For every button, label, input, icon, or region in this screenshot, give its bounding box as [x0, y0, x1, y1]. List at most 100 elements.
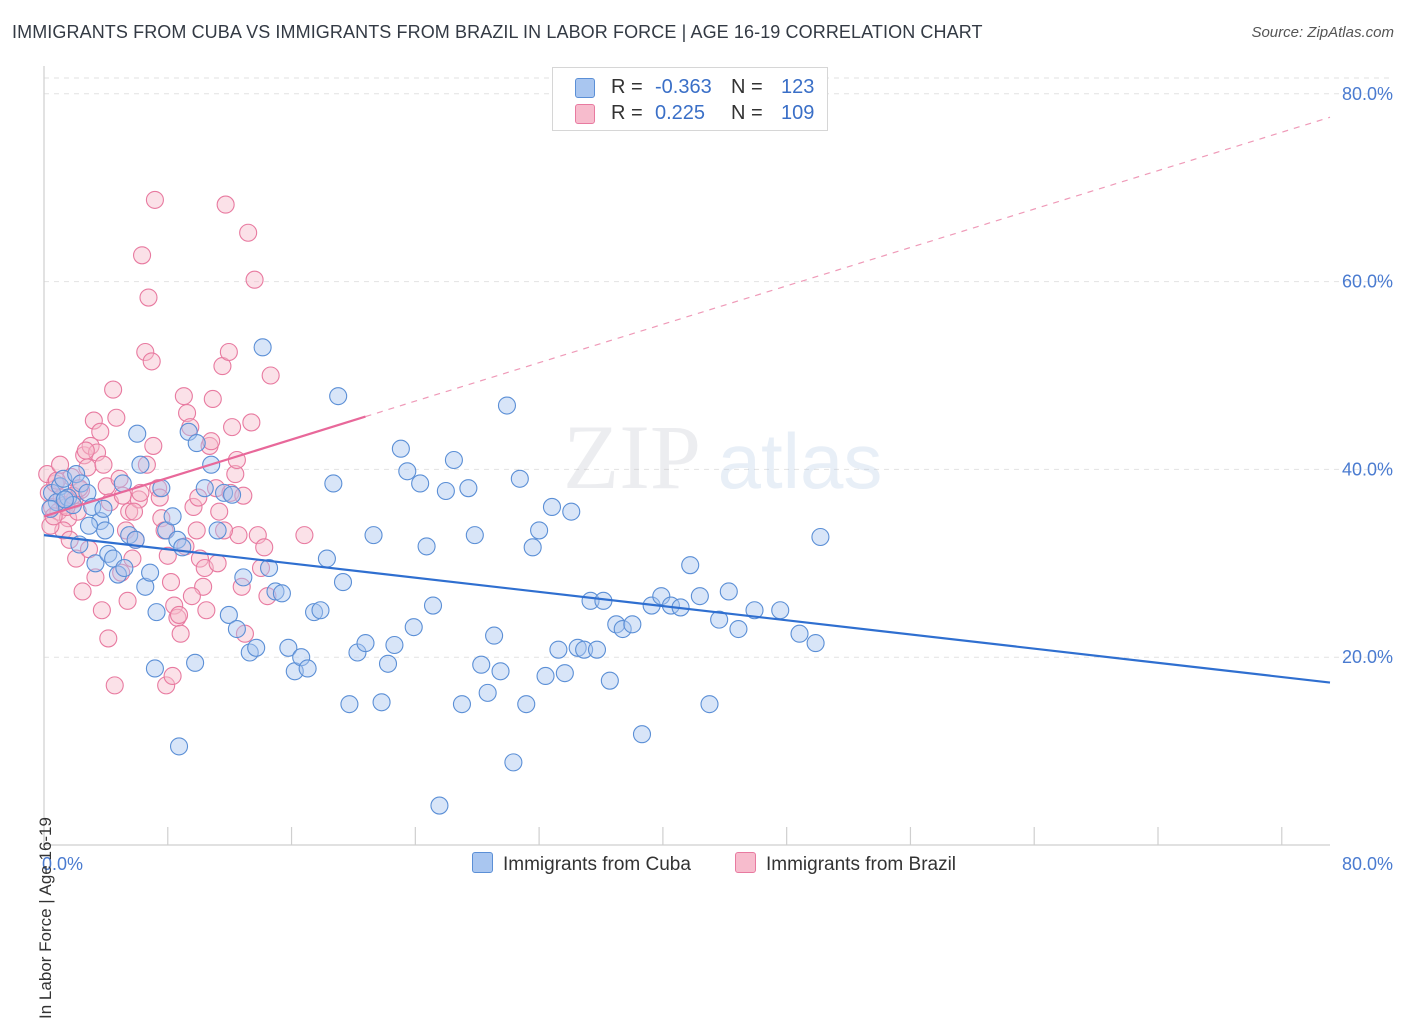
legend-n-label: N = [731, 102, 763, 124]
point-brazil [92, 601, 111, 620]
point-cuba [391, 439, 410, 458]
point-brazil [144, 436, 163, 455]
point-cuba [356, 634, 375, 653]
trend-line-cuba [43, 534, 1331, 684]
point-cuba [298, 659, 317, 678]
point-brazil [202, 432, 221, 451]
point-brazil [226, 465, 245, 484]
point-brazil [189, 488, 208, 507]
y-axis-label: In Labor Force | Age 16-19 [36, 817, 55, 1019]
point-cuba [259, 558, 279, 578]
point-cuba [96, 521, 115, 540]
point-cuba [247, 638, 266, 657]
bottom-legend-swatch-brazil [735, 852, 756, 873]
point-cuba [147, 603, 166, 622]
point-cuba [710, 610, 729, 629]
point-brazil [242, 413, 261, 432]
point-brazil [229, 526, 248, 545]
point-cuba [272, 584, 291, 603]
bottom-legend-cuba: Immigrants from Cuba [472, 852, 691, 876]
tick-labels: 20.0% 40.0% 60.0% 80.0% 0.0% 80.0% [42, 84, 1393, 874]
legend-r-value: 0.225 [655, 102, 706, 124]
point-cuba [67, 465, 86, 484]
point-brazil [94, 455, 113, 474]
point-brazil [197, 601, 216, 620]
point-brazil [174, 387, 193, 406]
point-brazil [219, 342, 238, 362]
point-brazil [51, 455, 70, 474]
point-cuba [517, 695, 536, 714]
point-brazil [84, 411, 103, 430]
trend-lines [43, 116, 1331, 684]
point-brazil [163, 666, 182, 686]
point-cuba [652, 587, 671, 606]
point-cuba [94, 499, 113, 518]
point-cuba [173, 538, 192, 557]
point-cuba [311, 601, 330, 620]
point-cuba [681, 556, 700, 575]
legend-swatch-brazil [575, 104, 595, 124]
point-cuba [108, 565, 127, 584]
point-cuba [745, 601, 764, 620]
point-cuba [411, 474, 430, 493]
point-brazil [157, 676, 176, 695]
point-cuba [141, 563, 160, 582]
point-cuba [227, 619, 246, 639]
point-brazil [150, 488, 169, 507]
point-cuba [549, 640, 568, 659]
point-brazil [214, 521, 234, 540]
point-cuba [700, 695, 719, 714]
point-cuba [333, 573, 353, 592]
point-cuba [234, 568, 253, 587]
point-cuba [430, 796, 449, 815]
point-cuba [305, 603, 324, 622]
point-brazil [255, 538, 274, 557]
point-brazil [99, 629, 118, 648]
point-brazil [104, 380, 123, 399]
point-cuba [542, 497, 562, 517]
point-cuba [128, 424, 147, 443]
point-cuba [452, 695, 472, 714]
point-cuba [491, 662, 510, 681]
point-brazil [105, 676, 124, 695]
point-cuba [187, 434, 206, 453]
point-cuba [279, 638, 298, 657]
point-cuba [613, 619, 632, 639]
point-cuba [145, 659, 164, 678]
point-cuba [729, 619, 748, 639]
point-cuba [575, 640, 594, 659]
point-cuba [317, 549, 336, 568]
point-cuba [771, 601, 790, 620]
trend-line-brazil-extension [365, 116, 1331, 418]
legend-r-label: R = [611, 76, 643, 98]
point-brazil [261, 366, 280, 385]
legend-n-value: 123 [781, 76, 815, 98]
point-brazil [161, 573, 181, 592]
point-cuba [465, 526, 484, 545]
point-cuba [562, 502, 581, 521]
point-cuba [136, 577, 155, 596]
point-cuba [324, 474, 343, 493]
x-tick-label-min: 0.0% [42, 854, 83, 874]
point-cuba [806, 634, 825, 653]
point-brazil [169, 605, 189, 624]
point-brazil [145, 190, 164, 209]
point-cuba [385, 635, 404, 655]
point-cuba [587, 640, 607, 659]
point-cuba [504, 753, 523, 772]
y-tick-label: 60.0% [1342, 272, 1393, 292]
legend-swatch-cuba [575, 78, 595, 98]
point-cuba [404, 618, 423, 637]
source-credit: Source: ZipAtlas.com [1251, 24, 1394, 41]
bottom-legend-label-brazil: Immigrants from Brazil [766, 854, 957, 875]
point-brazil [133, 246, 152, 265]
bottom-legend-swatch-cuba [472, 852, 493, 873]
point-cuba [530, 521, 549, 540]
bottom-legend-brazil: Immigrants from Brazil [735, 852, 956, 876]
point-cuba [340, 695, 359, 714]
point-cuba [632, 725, 652, 744]
legend-n-value: 109 [781, 102, 815, 124]
legend-n-label: N = [731, 76, 763, 98]
point-cuba [523, 538, 542, 557]
point-cuba [690, 587, 709, 606]
